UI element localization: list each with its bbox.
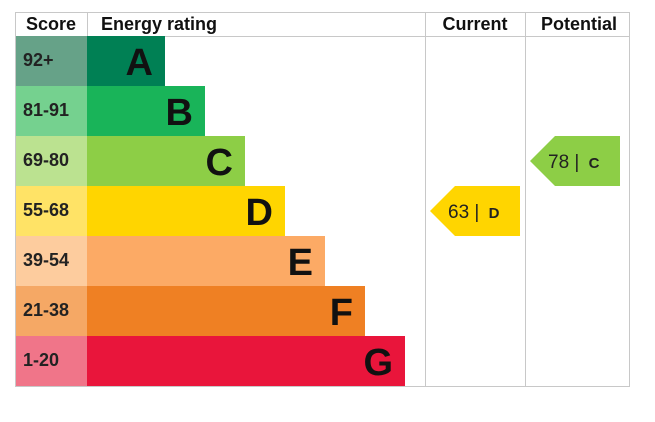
score-cell-d	[16, 186, 87, 236]
score-label-f: 21-38	[23, 300, 69, 320]
band-letter-f: F	[330, 292, 353, 334]
current-separator: |	[469, 202, 485, 223]
score-label-e: 39-54	[23, 250, 69, 270]
score-cell-a	[16, 36, 87, 86]
band-letter-d: D	[246, 192, 273, 234]
score-cell-b	[16, 86, 87, 136]
current-letter: D	[489, 205, 500, 222]
band-bar-b	[87, 86, 205, 136]
current-value: 63	[448, 202, 469, 223]
score-cell-f	[16, 286, 87, 336]
score-label-c: 69-80	[23, 150, 69, 170]
band-bar-c	[87, 136, 245, 186]
score-cell-e	[16, 236, 87, 286]
potential-letter: C	[589, 155, 600, 172]
score-label-b: 81-91	[23, 100, 69, 120]
band-letter-g: G	[363, 342, 393, 384]
score-cell-c	[16, 136, 87, 186]
rating-bands: 92+ A 81-91 B 69-80 C 55-68 D 39-54 E 21-38 F 1-20 G	[16, 36, 405, 386]
band-bar-a	[87, 36, 165, 86]
potential-value: 78	[548, 152, 569, 173]
score-label-a: 92+	[23, 50, 54, 70]
band-letter-e: E	[288, 242, 313, 284]
band-bar-e	[87, 236, 325, 286]
band-bar-f	[87, 286, 365, 336]
band-letter-a: A	[126, 42, 153, 84]
score-label-d: 55-68	[23, 200, 69, 220]
potential-marker-label: 78 | C	[548, 152, 600, 173]
score-label-g: 1-20	[23, 350, 59, 370]
current-marker-label: 63 | D	[448, 202, 500, 223]
rating-markers: 63 | D 78 | C	[430, 136, 620, 236]
score-cell-g	[16, 336, 87, 386]
band-letter-c: C	[206, 142, 233, 184]
band-bar-d	[87, 186, 285, 236]
energy-rating-header: Energy rating	[101, 14, 217, 34]
potential-marker	[530, 136, 620, 186]
band-letter-b: B	[166, 92, 193, 134]
score-header: Score	[26, 14, 76, 34]
current-marker	[430, 186, 520, 236]
band-bar-g	[87, 336, 405, 386]
potential-separator: |	[569, 152, 585, 173]
current-header: Current	[442, 14, 507, 34]
potential-header: Potential	[541, 14, 617, 34]
